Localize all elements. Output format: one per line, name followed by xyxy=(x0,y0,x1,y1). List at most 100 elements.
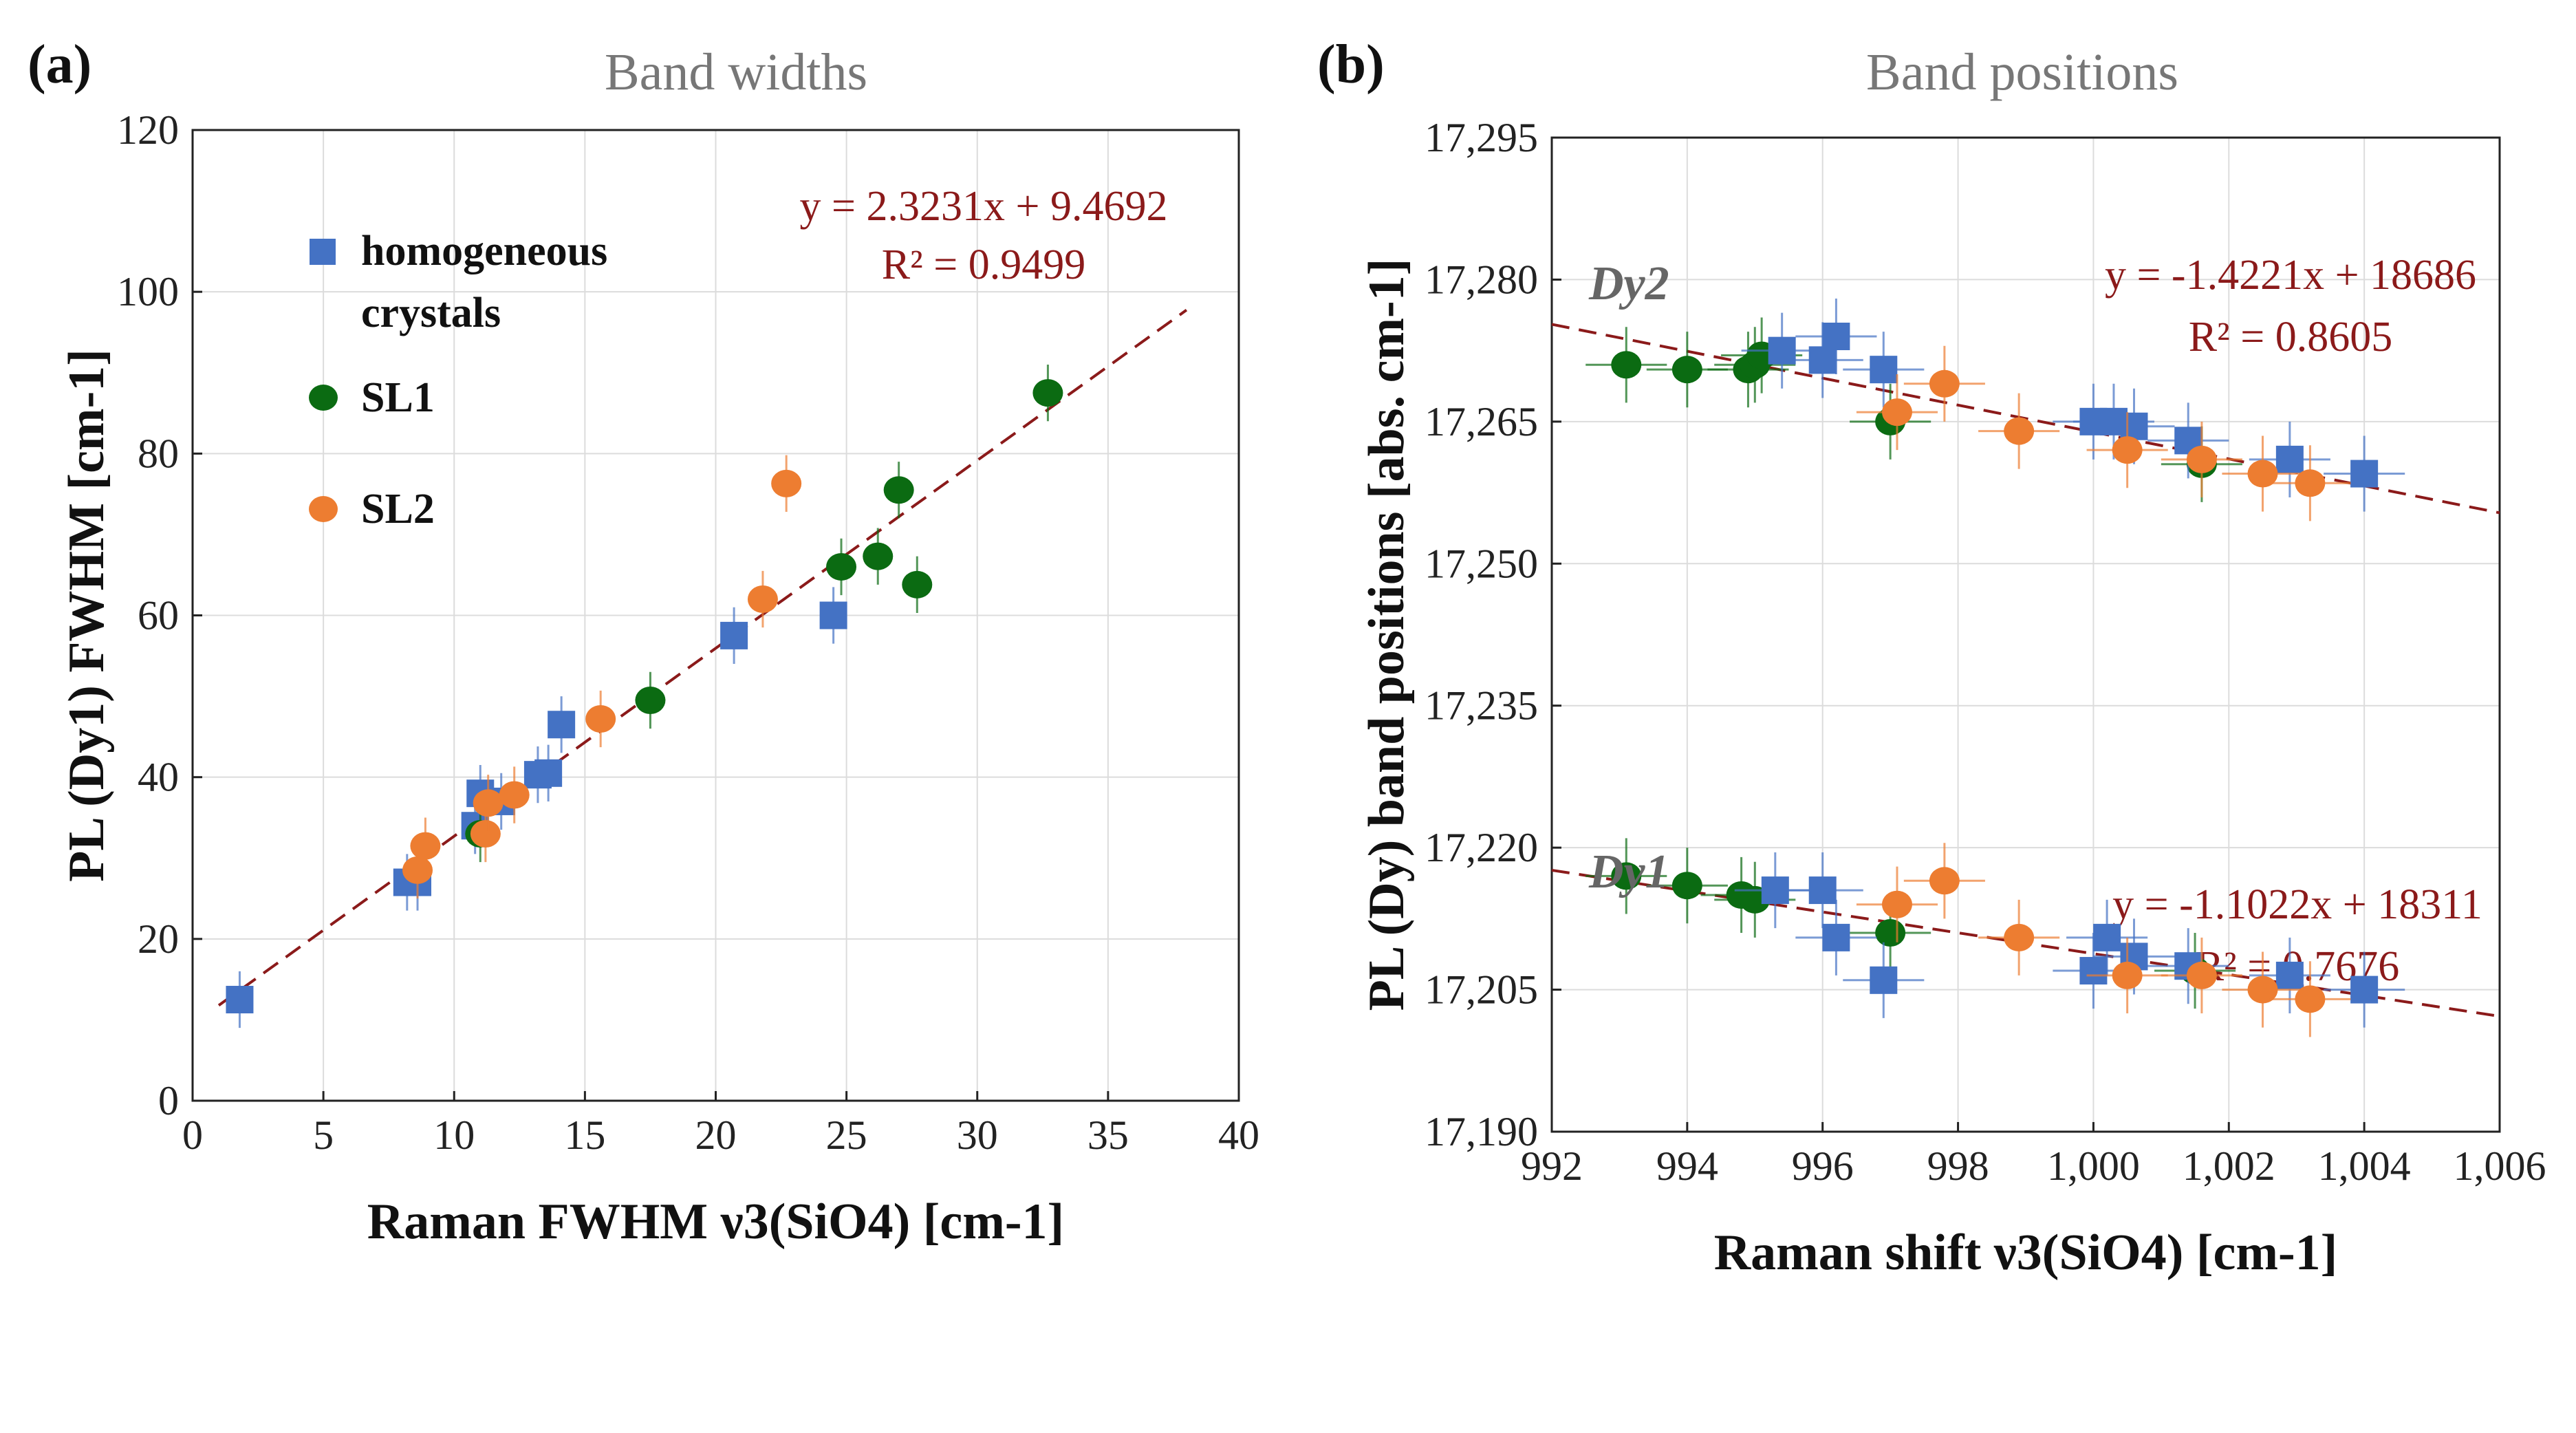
marker-square xyxy=(548,711,576,739)
trendline xyxy=(1551,323,2500,515)
x-tick-label: 1,000 xyxy=(2047,1143,2140,1189)
data-point xyxy=(720,607,748,665)
marker-circle xyxy=(1671,356,1702,384)
y-tick-label: 60 xyxy=(138,593,179,638)
marker-square xyxy=(1822,923,1850,951)
marker-circle xyxy=(2112,436,2143,464)
x-tick-label: 10 xyxy=(433,1112,475,1158)
data-point xyxy=(2222,435,2304,512)
y-tick-label: 80 xyxy=(138,431,179,476)
data-point xyxy=(1782,852,1863,929)
legend-label-sl2: SL2 xyxy=(361,486,435,532)
marker-square xyxy=(2350,976,2379,1004)
chart-panel-b: (b) Band positions 992 994 996 998 1,000 1,002 1… xyxy=(1317,34,2546,1281)
trendline-equation: y = -1.1022x + 18311 xyxy=(2112,881,2482,928)
marker-circle xyxy=(902,570,933,599)
data-point xyxy=(2086,937,2168,1013)
data-point xyxy=(534,744,563,801)
x-tick-label: 5 xyxy=(313,1112,334,1158)
data-point xyxy=(2269,445,2351,521)
marker-circle xyxy=(499,781,530,809)
marker-circle xyxy=(1875,919,1906,947)
marker-circle xyxy=(1929,369,1960,398)
y-axis-label: PL (Dy1) FWHM [cm-1] xyxy=(58,349,115,882)
marker-circle xyxy=(2247,976,2278,1004)
legend-label-sl1: SL1 xyxy=(361,374,435,421)
x-tick-label: 30 xyxy=(957,1112,998,1158)
annotation-dy2: Dy2 xyxy=(1588,257,1669,310)
data-point xyxy=(1782,322,1863,398)
x-axis-label: Raman FWHM ν3(SiO4) [cm-1] xyxy=(367,1194,1064,1250)
y-tick-label: 17,265 xyxy=(1425,399,1538,444)
data-point xyxy=(2086,412,2168,488)
data-point xyxy=(863,528,894,585)
marker-circle xyxy=(1881,398,1912,427)
marker-square xyxy=(1822,323,1850,350)
x-tick-label: 35 xyxy=(1087,1112,1129,1158)
x-tick-label: 994 xyxy=(1656,1143,1718,1189)
data-point xyxy=(1646,848,1728,924)
chart-title: Band widths xyxy=(605,43,867,101)
y-axis-label: PL (Dy) band positions [abs. cm-1] xyxy=(1359,259,1415,1011)
legend-marker-sl2 xyxy=(309,496,338,522)
data-point xyxy=(2147,402,2229,479)
legend-label-homogeneous: homogeneous xyxy=(361,228,607,274)
legend: homogeneous crystals SL1 SL2 xyxy=(309,228,607,532)
data-point xyxy=(1856,374,1938,451)
marker-circle xyxy=(410,832,441,860)
data-point xyxy=(1856,866,1938,942)
marker-circle xyxy=(2295,469,2326,497)
x-tick-label: 40 xyxy=(1218,1112,1259,1158)
x-tick-label: 25 xyxy=(826,1112,867,1158)
data-point xyxy=(1903,345,1985,422)
marker-circle xyxy=(635,686,666,714)
data-point xyxy=(410,817,441,874)
plot-frame xyxy=(1550,136,2501,1133)
marker-circle xyxy=(747,585,778,613)
x-tick-label: 1,006 xyxy=(2454,1143,2546,1189)
y-tick-label: 17,220 xyxy=(1425,825,1538,870)
data-point xyxy=(1843,332,1925,408)
marker-circle xyxy=(2295,985,2326,1013)
x-tick-label: 992 xyxy=(1521,1143,1583,1189)
marker-circle xyxy=(2247,460,2278,488)
data-point xyxy=(826,538,857,596)
marker-circle xyxy=(2186,445,2217,473)
data-point xyxy=(1903,843,1985,919)
data-point xyxy=(1585,327,1667,403)
marker-square xyxy=(1870,356,1898,384)
x-tick-label: 1,004 xyxy=(2318,1143,2411,1189)
marker-circle xyxy=(826,552,857,581)
marker-square xyxy=(720,621,748,649)
marker-square xyxy=(2275,445,2304,473)
marker-square xyxy=(1808,346,1837,374)
legend-marker-sl1 xyxy=(309,385,338,411)
data-point xyxy=(1978,899,2060,976)
chart-panel-a: (a) Band widths 0 5 10 15 20 25 30 35 40 0 20 40 60 80 1… xyxy=(28,34,1259,1250)
y-tick-label: 17,205 xyxy=(1425,967,1538,1013)
panel-label: (a) xyxy=(28,34,91,95)
trendline-equation: y = -1.4221x + 18686 xyxy=(2105,252,2476,299)
data-point xyxy=(548,696,576,753)
marker-square xyxy=(534,759,563,787)
data-point xyxy=(499,766,530,823)
marker-circle xyxy=(2004,923,2035,951)
data-point xyxy=(747,570,778,628)
marker-circle xyxy=(771,469,802,497)
marker-circle xyxy=(1611,862,1642,890)
y-tick-label: 0 xyxy=(158,1078,179,1123)
trendline xyxy=(217,309,1188,1006)
data-point xyxy=(2324,435,2405,512)
x-tick-label: 998 xyxy=(1927,1143,1989,1189)
x-tick-label: 0 xyxy=(182,1112,203,1158)
marker-circle xyxy=(473,789,504,817)
data-point xyxy=(2161,937,2242,1013)
data-point xyxy=(2147,928,2229,1004)
data-point xyxy=(2324,951,2405,1028)
data-point xyxy=(819,587,847,644)
y-tick-label: 17,250 xyxy=(1425,541,1538,586)
y-tick-label: 20 xyxy=(138,916,179,962)
trendline-r-squared: R² = 0.9499 xyxy=(882,241,1085,288)
data-point xyxy=(902,556,933,613)
marker-circle xyxy=(470,819,501,848)
